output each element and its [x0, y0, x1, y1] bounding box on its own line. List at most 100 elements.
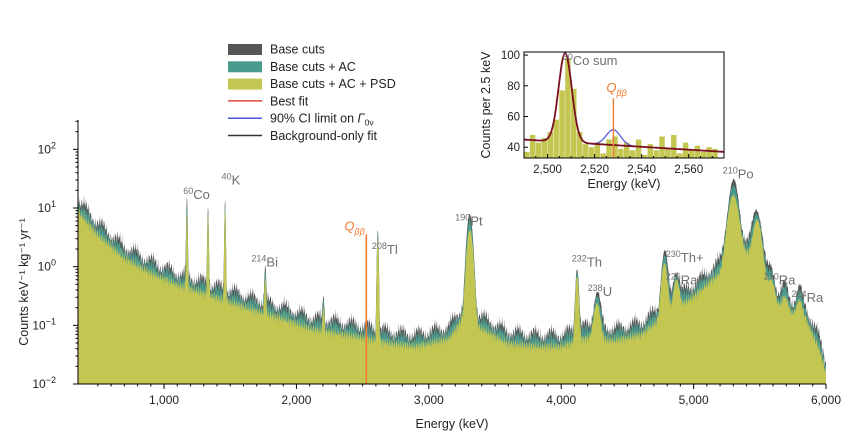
- inset-bar: [571, 88, 577, 158]
- peak-label-tl208: 208Tl: [372, 241, 398, 257]
- inset-bar: [700, 151, 706, 158]
- peak-label-k40: 40K: [222, 172, 241, 188]
- inset-y-axis-title: Counts per 2.5 keV: [479, 51, 493, 159]
- legend-label-0: Base cuts: [270, 43, 325, 57]
- main-y-tick-exp: −2: [46, 375, 56, 385]
- legend-swatch-2: [228, 78, 262, 90]
- peak-label-ra224: 224Ra: [792, 289, 824, 305]
- legend-swatch-1: [228, 61, 262, 73]
- main-x-ticks: 1,000 2,000 3,000 4,000 5,000 6,000: [97, 384, 841, 407]
- peak-label-th230: 230Th+: [666, 249, 704, 265]
- q-bb-letter: Q: [344, 218, 354, 233]
- main-x-tick-label: 3,000: [414, 393, 444, 407]
- legend-label-5: Background-only fit: [270, 129, 378, 143]
- inset-best-fit-curve: [524, 51, 725, 153]
- inset-bar: [582, 144, 589, 158]
- legend-label-4: 90% CI limit on Γ0ν: [270, 112, 374, 128]
- inset-bar: [600, 153, 606, 158]
- legend-label-text: Base cuts + AC: [270, 60, 356, 74]
- inset-bar: [665, 148, 671, 158]
- peak-label-ra224-sup: 224: [792, 289, 807, 299]
- peak-label-co60-sup: 60: [183, 186, 193, 196]
- main-y-tick-exp: 1: [51, 199, 56, 209]
- inset-x-ticks: 2,500 2,520 2,540 2,560: [533, 154, 713, 176]
- inset-q-letter: Q: [606, 80, 616, 95]
- main-y-tick-label: 10−2: [32, 375, 56, 391]
- peak-label-ra226-text: Ra: [681, 272, 698, 287]
- legend-label-2: Base cuts + AC + PSD: [270, 77, 396, 91]
- inset-bar: [653, 150, 659, 158]
- inset-label-co60sum-sup: 60: [563, 52, 573, 62]
- main-y-tick-label: 100: [38, 258, 56, 274]
- inset-bar: [671, 134, 677, 158]
- legend-label-1: Base cuts + AC: [270, 60, 356, 74]
- legend-label-text: 90% CI limit on: [270, 112, 358, 126]
- q-bb-sub: ββ: [353, 226, 364, 236]
- inset-bar: [612, 136, 618, 158]
- peak-label-ra226-sup: 226: [666, 271, 681, 281]
- peak-label-k40-sup: 40: [222, 172, 232, 182]
- inset-y-tick-label: 40: [507, 142, 520, 154]
- peak-label-pt190-text: Pt: [470, 214, 483, 229]
- inset-y-tick-label: 100: [501, 50, 520, 62]
- inset-label-co60sum-text: Co sum: [573, 53, 618, 68]
- inset-bar: [576, 131, 583, 158]
- inset-bar: [588, 147, 595, 158]
- main-x-tick-label: 4,000: [546, 393, 576, 407]
- legend-label-text: Best fit: [270, 94, 309, 108]
- peak-label-ra210: 210Ra: [764, 271, 796, 287]
- inset-bar: [712, 148, 718, 158]
- main-y-tick-exp: 0: [51, 258, 56, 268]
- inset-axes-frame: [523, 51, 725, 159]
- inset-bar: [553, 119, 559, 158]
- peak-label-ra210-text: Ra: [779, 272, 796, 287]
- inset-bar: [541, 138, 548, 158]
- inset-bar: [535, 142, 542, 158]
- peak-label-po210: 210Po: [723, 166, 754, 182]
- peak-label-u238-text: U: [603, 284, 612, 299]
- legend-label-text: Base cuts: [270, 43, 325, 57]
- inset-bar: [635, 139, 642, 158]
- inset-bar: [524, 151, 530, 158]
- inset-bar: [647, 144, 654, 158]
- main-y-tick-label: 10−1: [32, 316, 56, 332]
- peak-label-ra226: 226Ra: [666, 271, 698, 287]
- peak-label-pt190-sup: 190: [455, 213, 470, 223]
- peak-label-po210-sup: 210: [723, 166, 738, 176]
- peak-label-co60: 60Co: [183, 186, 210, 202]
- inset-x-tick-label: 2,540: [627, 164, 656, 176]
- inset-bar: [624, 142, 630, 158]
- peak-label-th230-text: Th+: [681, 250, 704, 265]
- main-axes-frame: [77, 120, 826, 385]
- peak-label-po210-text: Po: [738, 167, 754, 182]
- inset-bar: [559, 90, 565, 158]
- peak-label-th230-sup: 230: [666, 249, 681, 259]
- peak-label-th232-text: Th: [587, 255, 602, 270]
- q-bb-label: Qββ: [344, 218, 364, 236]
- main-y-tick-base: 10: [38, 201, 52, 215]
- peak-label-ra210-sup: 210: [764, 271, 779, 281]
- main-y-tick-base: 10: [38, 260, 52, 274]
- peak-label-ra224-text: Ra: [807, 290, 824, 305]
- legend-label-text: Base cuts + AC + PSD: [270, 77, 396, 91]
- inset-bar: [629, 150, 636, 158]
- inset-y-tick-label: 80: [507, 81, 520, 93]
- inset-y-ticks: 40 60 80 100: [501, 50, 528, 154]
- inset-bar: [694, 145, 701, 158]
- inset-x-axis-title: Energy (keV): [588, 177, 661, 191]
- main-x-tick-label: 1,000: [149, 393, 179, 407]
- inset-x-tick-label: 2,560: [674, 164, 703, 176]
- main-y-tick-label: 101: [38, 199, 56, 215]
- inset-q-bb-label: Qββ: [606, 80, 626, 98]
- main-x-tick-label: 5,000: [679, 393, 709, 407]
- legend-label-sub: 0ν: [365, 118, 374, 128]
- peak-label-bi214-sup: 214: [251, 254, 266, 264]
- inset-x-tick-label: 2,500: [533, 164, 562, 176]
- main-x-tick-label: 2,000: [281, 393, 311, 407]
- inset-bar: [688, 150, 695, 158]
- inset-bar: [706, 147, 712, 158]
- inset-bar: [547, 131, 554, 158]
- main-spectrum-plot: 1,000 2,000 3,000 4,000 5,000 6,000 102101100…: [17, 120, 841, 431]
- main-y-tick-base: 10: [38, 142, 52, 156]
